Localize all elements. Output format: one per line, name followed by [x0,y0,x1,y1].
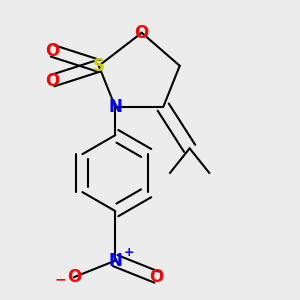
Text: S: S [93,57,105,75]
Text: +: + [123,246,134,259]
Text: O: O [135,24,149,42]
Text: N: N [108,252,122,270]
Text: O: O [149,268,164,286]
Text: N: N [108,98,122,116]
Text: −: − [54,273,66,287]
Text: O: O [46,42,60,60]
Text: O: O [67,268,81,286]
Text: O: O [46,72,60,90]
